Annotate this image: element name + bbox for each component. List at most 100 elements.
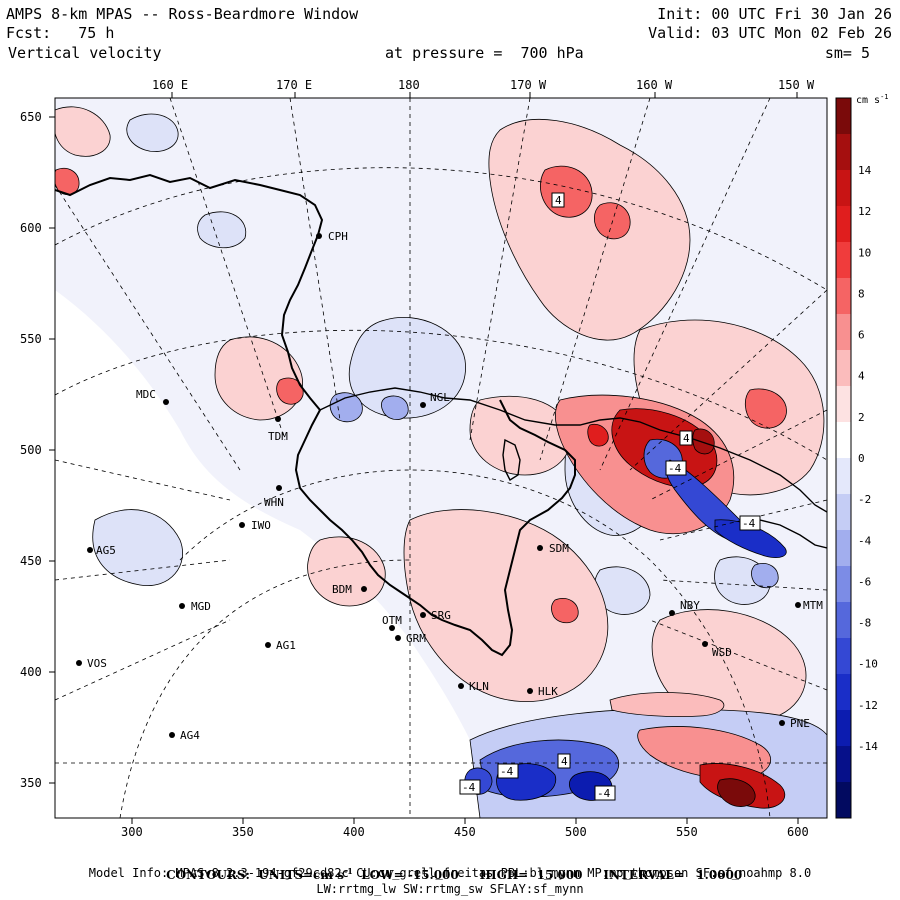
station-label: CPH — [328, 230, 348, 243]
colorbar-cell — [836, 530, 851, 567]
station-label: SRG — [431, 609, 451, 622]
bottom-axis-label: 450 — [454, 825, 476, 839]
station-label: AG1 — [276, 639, 296, 652]
top-axis-label: 160 E — [152, 78, 188, 92]
high-value: HIGH= 15.000 — [479, 868, 583, 882]
colorbar-tick-label: 14 — [858, 164, 872, 177]
colorbar-cell — [836, 746, 851, 783]
units-exp: -1 — [343, 866, 353, 876]
pressure-level: at pressure = 700 hPa — [385, 44, 584, 62]
physics-info: LW:rrtmg_lw SW:rrtmg_sw SFLAY:sf_mynn — [316, 882, 584, 896]
colorbar-cell — [836, 314, 851, 351]
left-axis-label: 350 — [20, 776, 42, 790]
bottom-axis-label: 550 — [676, 825, 698, 839]
station-markers — [76, 233, 801, 738]
extremum-label: -4 — [597, 787, 611, 800]
plot-frame — [54, 97, 828, 819]
contours-label: CONTOURS: — [166, 868, 250, 882]
colorbar-cell — [836, 638, 851, 675]
station-label: MTM — [803, 599, 823, 612]
contour-info: CONTOURS: UNITS=cm s-1 LOW= -15.000 HIGH… — [0, 850, 900, 882]
bottom-axis-label: 300 — [121, 825, 143, 839]
extremum-label: -4 — [668, 462, 682, 475]
colorbar-cell — [836, 566, 851, 603]
station-label: HLK — [538, 685, 558, 698]
left-axis: 650 600 550 500 450 400 350 — [20, 110, 55, 790]
station-label: WHN — [264, 496, 284, 509]
colorbar-cell — [836, 710, 851, 747]
station-label: OTM — [382, 614, 402, 627]
bottom-axis-label: 500 — [565, 825, 587, 839]
extremum-label: -4 — [500, 765, 514, 778]
station-label: MDC — [136, 388, 156, 401]
colorbar-cell — [836, 170, 851, 207]
bottom-axis-label: 600 — [787, 825, 809, 839]
bottom-axis-label: 400 — [343, 825, 365, 839]
smoothing-level: sm= 5 — [824, 44, 870, 62]
colorbar-tick-label: -10 — [858, 658, 878, 671]
station-labels: CPH NGL MDC TDM WHN IWO AG5 SDM BDM MGD … — [87, 230, 823, 742]
colorbar-tick-label: 8 — [858, 287, 865, 300]
extremum-label: -4 — [462, 781, 476, 794]
station-label: AG4 — [180, 729, 200, 742]
ross-ice-shelf-front — [319, 387, 827, 513]
units-label: UNITS=cm s — [258, 868, 344, 882]
coastline-east — [759, 519, 827, 549]
station-label: IWO — [251, 519, 271, 532]
colorbar-cell — [836, 494, 851, 531]
station-label: SDM — [549, 542, 569, 555]
colorbar-cell — [836, 206, 851, 243]
left-axis-label: 550 — [20, 332, 42, 346]
low-value: LOW= -15.000 — [361, 868, 459, 882]
interval-value: INTERVAL= 1.0000 — [603, 868, 743, 882]
colorbar-unit: cm s-1 — [856, 93, 889, 106]
colorbar-tick-label: 10 — [858, 246, 871, 259]
init-time: Init: 00 UTC Fri 30 Jan 26 — [657, 5, 892, 23]
bottom-axis: 300 350 400 450 500 550 600 — [121, 818, 809, 839]
lat-lon-grid — [55, 98, 827, 818]
extremum-label: 4 — [683, 432, 690, 445]
station-label: MGD — [191, 600, 211, 613]
top-axis-label: 180 — [398, 78, 420, 92]
left-axis-label: 650 — [20, 110, 42, 124]
station-label: TDM — [268, 430, 288, 443]
extremum-label: 4 — [555, 194, 562, 207]
extremum-label: 4 — [561, 755, 568, 768]
colorbar-tick-label: -8 — [858, 617, 871, 630]
no-data-region — [55, 290, 480, 818]
station-label: KLN — [469, 680, 489, 693]
colorbar-cell — [836, 98, 851, 135]
colorbar-cell — [836, 242, 851, 279]
colorbar-tick-label: -12 — [858, 699, 878, 712]
colorbar-tick-label: 0 — [858, 452, 865, 465]
colorbar-tick-label: -14 — [858, 740, 878, 753]
model-info: Model Info: MPASv8.2.3-194-gf29cd82c CU:… — [88, 866, 812, 880]
colorbar-cell — [836, 278, 851, 315]
station-label: NGL — [430, 391, 450, 404]
colorbar: cm s-1 14 12 10 8 6 4 2 0 -2 -4 -6 -8 -10 -12 -14 — [835, 93, 889, 819]
top-axis-label: 150 W — [778, 78, 815, 92]
colorbar-cell — [836, 134, 851, 171]
top-axis-label: 170 E — [276, 78, 312, 92]
extremum-label: -4 — [742, 517, 756, 530]
extrema-markers: 4 4 -4 -4 -4 4 -4 -4 — [459, 192, 761, 801]
colorbar-tick-label: 6 — [858, 329, 865, 342]
station-label: PNE — [790, 717, 810, 730]
station-label: VOS — [87, 657, 107, 670]
colorbar-cell — [836, 602, 851, 639]
colorbar-tick-label: -4 — [858, 534, 872, 547]
top-axis: 160 E 170 E 180 170 W 160 W 150 W — [152, 78, 815, 98]
colorbar-cell — [836, 350, 851, 387]
station-label: BDM — [332, 583, 352, 596]
colorbar-tick-label: -2 — [858, 493, 871, 506]
island-outline — [502, 438, 521, 482]
colorbar-frame — [835, 97, 852, 819]
valid-time: Valid: 03 UTC Mon 02 Feb 26 — [648, 24, 892, 42]
top-axis-label: 160 W — [636, 78, 673, 92]
colorbar-tick-label: 4 — [858, 370, 865, 383]
colorbar-cell — [836, 422, 851, 459]
left-axis-label: 600 — [20, 221, 42, 235]
left-axis-label: 400 — [20, 665, 42, 679]
map-title: AMPS 8-km MPAS -- Ross-Beardmore Window — [6, 5, 359, 23]
station-label: GRM — [406, 632, 426, 645]
